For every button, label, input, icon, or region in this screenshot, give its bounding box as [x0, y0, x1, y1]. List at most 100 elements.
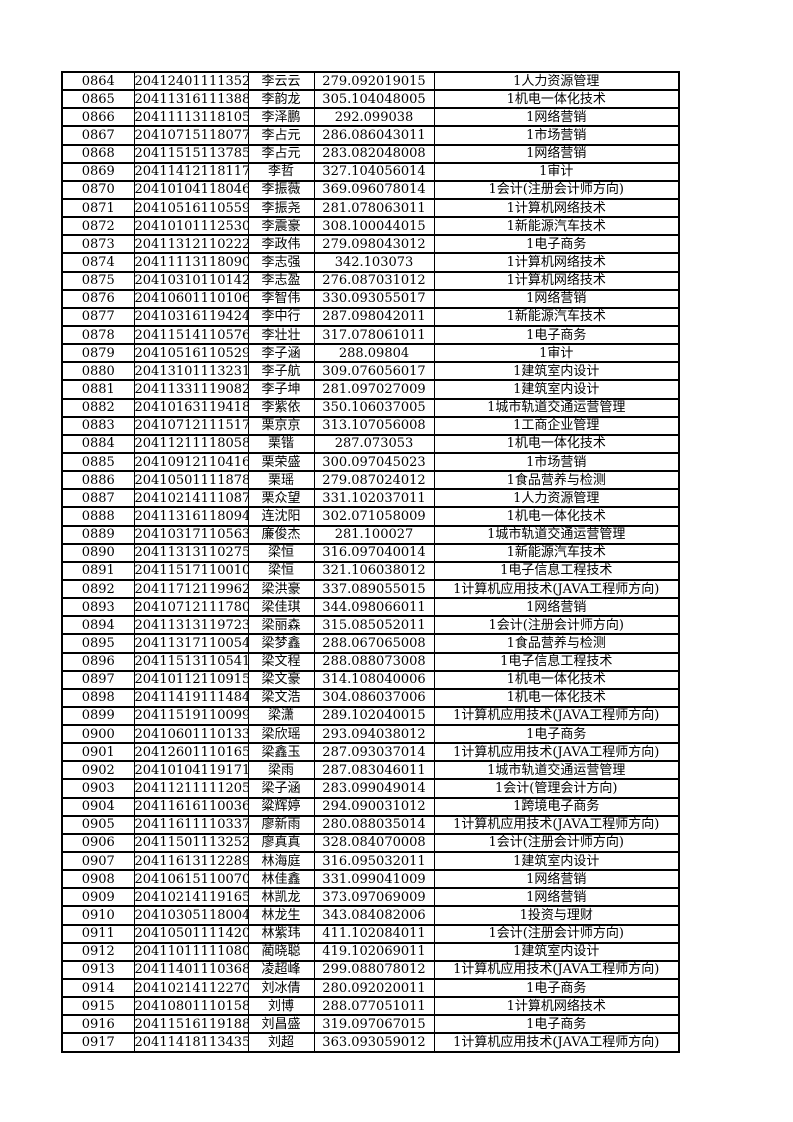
cell-score: 305.104048005	[313, 89, 435, 110]
table-row: 0912 20411011111080 蔺晓聪 419.102069011 1建筑室内设…	[61, 941, 680, 962]
cell-major: 1网络营销	[433, 143, 680, 164]
cell-score: 343.084082006	[313, 905, 435, 926]
cell-major: 1城市轨道交通运营管理	[433, 760, 680, 781]
table-row: 0900 20410601110133 梁欣瑶 293.094038012 1电子商务	[61, 724, 680, 745]
cell-exam-id: 20411515113785	[133, 143, 249, 164]
table-row: 0913 20411401110368 凌超峰 299.088078012 1计算机应用…	[61, 959, 680, 981]
cell-major: 1建筑室内设计	[433, 941, 680, 962]
cell-exam-id: 20410912110416	[133, 451, 249, 473]
cell-score: 419.102069011	[313, 941, 435, 962]
cell-student-name: 李壮壮	[247, 324, 315, 346]
cell-student-name: 梁文程	[247, 651, 315, 672]
cell-score: 287.098042011	[313, 306, 435, 327]
cell-seq-number: 0894	[61, 615, 135, 636]
cell-score: 287.093037014	[313, 742, 435, 763]
cell-score: 315.085052011	[313, 615, 435, 636]
cell-major: 1工商企业管理	[433, 415, 680, 436]
cell-major: 1审计	[433, 161, 680, 182]
cell-student-name: 梁丽森	[247, 615, 315, 636]
cell-seq-number: 0915	[61, 996, 135, 1017]
cell-major: 1会计(注册会计师方向)	[433, 615, 680, 636]
cell-major: 1机电一体化技术	[433, 687, 680, 708]
table-row: 0908 20410615110070 林佳鑫 331.099041009 1网络营销	[61, 869, 680, 890]
cell-student-name: 李韵龙	[247, 89, 315, 110]
cell-student-name: 蔺晓聪	[247, 941, 315, 962]
table-row: 0906 20411501113252 廖真真 328.084070008 1会计(注册…	[61, 832, 680, 854]
cell-seq-number: 0903	[61, 778, 135, 799]
cell-exam-id: 20411616110036	[133, 796, 249, 817]
cell-seq-number: 0883	[61, 415, 135, 436]
cell-score: 304.086037006	[313, 687, 435, 708]
table-row: 0892 20411712119962 梁洪豪 337.089055015 1计算机应用…	[61, 578, 680, 600]
cell-major: 1网络营销	[433, 288, 680, 309]
table-row: 0879 20410516110529 李子涵 288.09804 1审计	[61, 343, 680, 364]
cell-seq-number: 0893	[61, 597, 135, 618]
cell-score: 279.092019015	[313, 70, 435, 92]
cell-exam-id: 20410501111878	[133, 470, 249, 491]
table-row: 0874 20411113118090 李志强 342.103073 1计算机网络技术	[61, 252, 680, 273]
cell-student-name: 李紫依	[247, 397, 315, 418]
cell-exam-id: 20411712119962	[133, 578, 249, 600]
cell-exam-id: 20411316118094	[133, 506, 249, 527]
cell-major: 1会计(注册会计师方向)	[433, 923, 680, 944]
table-row: 0915 20410801110158 刘博 288.077051011 1计算机网络技…	[61, 996, 680, 1017]
cell-seq-number: 0884	[61, 433, 135, 454]
cell-major: 1人力资源管理	[433, 70, 680, 92]
table-row: 0902 20410104119171 梁雨 287.083046011 1城市轨道交通…	[61, 760, 680, 781]
table-row: 0868 20411515113785 李占元 283.082048008 1网络营销	[61, 143, 680, 164]
table-row: 0917 20411418113435 刘超 363.093059012 1计算机应用技…	[61, 1032, 680, 1053]
table-row: 0873 20411312110222 李政伟 279.098043012 1电子商务	[61, 234, 680, 255]
cell-student-name: 李子坤	[247, 379, 315, 400]
cell-score: 287.083046011	[313, 760, 435, 781]
cell-seq-number: 0908	[61, 869, 135, 890]
cell-score: 294.090031012	[313, 796, 435, 817]
cell-student-name: 李智伟	[247, 288, 315, 309]
cell-student-name: 梁恒	[247, 560, 315, 581]
cell-major: 1计算机应用技术(JAVA工程师方向)	[433, 1032, 680, 1053]
cell-seq-number: 0907	[61, 851, 135, 872]
table-row: 0895 20411317110054 梁梦鑫 288.067065008 1食品营养与…	[61, 633, 680, 654]
cell-student-name: 凌超峰	[247, 959, 315, 981]
table-row: 0897 20410112110915 梁文豪 314.108040006 1机电一体化…	[61, 669, 680, 690]
cell-seq-number: 0866	[61, 107, 135, 128]
cell-seq-number: 0887	[61, 488, 135, 509]
cell-seq-number: 0899	[61, 705, 135, 727]
cell-exam-id: 20411516119188	[133, 1014, 249, 1035]
cell-exam-id: 20410305118004	[133, 905, 249, 926]
score-table-body: 0864 20412401111352 李云云 279.092019015 1人力资源管…	[61, 70, 680, 1053]
cell-student-name: 栗锴	[247, 433, 315, 454]
cell-student-name: 廉俊杰	[247, 524, 315, 545]
cell-score: 283.082048008	[313, 143, 435, 164]
cell-score: 331.102037011	[313, 488, 435, 509]
cell-student-name: 廖新雨	[247, 814, 315, 835]
cell-score: 299.088078012	[313, 959, 435, 981]
cell-exam-id: 20411113118105	[133, 107, 249, 128]
cell-seq-number: 0917	[61, 1032, 135, 1053]
cell-seq-number: 0873	[61, 234, 135, 255]
cell-seq-number: 0913	[61, 959, 135, 981]
cell-score: 289.102040015	[313, 705, 435, 727]
cell-seq-number: 0916	[61, 1014, 135, 1035]
cell-student-name: 李泽鹏	[247, 107, 315, 128]
cell-seq-number: 0871	[61, 197, 135, 219]
cell-exam-id: 20411514110576	[133, 324, 249, 346]
cell-score: 279.098043012	[313, 234, 435, 255]
cell-score: 316.095032011	[313, 851, 435, 872]
cell-student-name: 刘博	[247, 996, 315, 1017]
cell-student-name: 刘冰倩	[247, 978, 315, 999]
cell-score: 288.067065008	[313, 633, 435, 654]
cell-exam-id: 20413101113231	[133, 361, 249, 382]
table-row: 0877 20410316119424 李中行 287.098042011 1新能源汽车…	[61, 306, 680, 327]
cell-seq-number: 0874	[61, 252, 135, 273]
cell-major: 1网络营销	[433, 597, 680, 618]
cell-major: 1食品营养与检测	[433, 470, 680, 491]
cell-major: 1电子商务	[433, 1014, 680, 1035]
table-row: 0891 20411517110010 梁恒 321.106038012 1电子信息工程…	[61, 560, 680, 581]
cell-score: 342.103073	[313, 252, 435, 273]
cell-seq-number: 0905	[61, 814, 135, 835]
cell-exam-id: 20410601110106	[133, 288, 249, 309]
cell-seq-number: 0914	[61, 978, 135, 999]
cell-major: 1人力资源管理	[433, 488, 680, 509]
cell-seq-number: 0870	[61, 179, 135, 200]
cell-major: 1网络营销	[433, 869, 680, 890]
